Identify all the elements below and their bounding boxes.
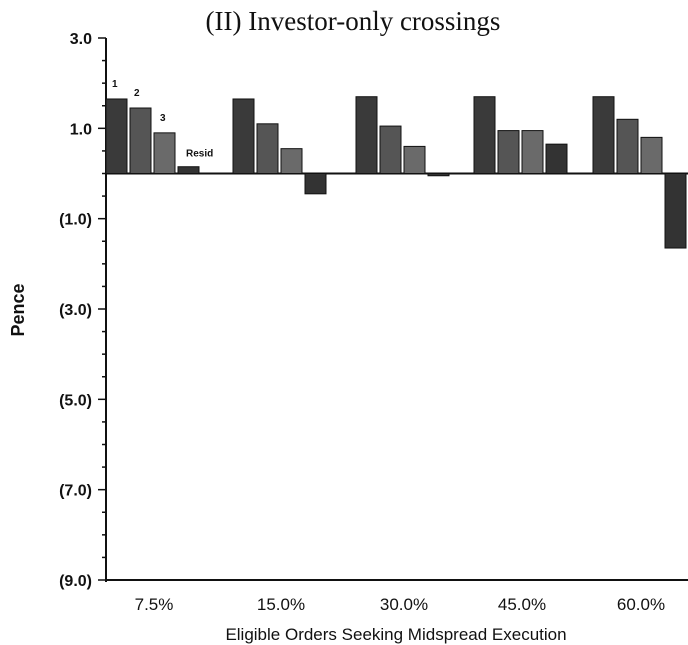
y-tick-label: 3.0	[70, 31, 92, 48]
series-label-2: 2	[134, 88, 140, 99]
y-tick-label: (5.0)	[59, 392, 92, 409]
y-tick-label: (7.0)	[59, 483, 92, 500]
chart-title: (II) Investor-only crossings	[206, 6, 501, 36]
bar-resid-45-0pct	[545, 143, 568, 174]
labels: 3.0 1.0 (1.0) (3.0) (5.0) (7.0) (9.0) 7.5% 15.0%…	[59, 31, 665, 614]
bar-1-30-0pct	[355, 96, 378, 174]
bar-1-7-5pct	[105, 98, 128, 174]
x-tick-label: 30.0%	[380, 595, 428, 614]
bar-2-60-0pct	[616, 118, 639, 175]
y-tick-label: (3.0)	[59, 302, 92, 319]
bar-3-60-0pct	[640, 136, 663, 175]
bar-1-45-0pct	[473, 96, 496, 174]
bar-3-7-5pct	[153, 132, 176, 175]
x-axis-title: Eligible Orders Seeking Midspread Execut…	[225, 625, 566, 644]
bars	[105, 96, 687, 249]
bar-3-30-0pct	[403, 145, 426, 174]
bar-resid-15-0pct	[304, 173, 327, 195]
bar-2-45-0pct	[497, 130, 520, 174]
x-tick-label: 15.0%	[257, 595, 305, 614]
bar-resid-7-5pct	[177, 166, 200, 175]
bar-2-7-5pct	[129, 107, 152, 174]
y-tick-label: (9.0)	[59, 573, 92, 590]
bar-2-15-0pct	[256, 123, 279, 174]
bar-1-60-0pct	[592, 96, 615, 174]
x-tick-label: 7.5%	[135, 595, 174, 614]
bar-1-15-0pct	[232, 98, 255, 174]
x-tick-label: 60.0%	[617, 595, 665, 614]
x-tick-label: 45.0%	[498, 595, 546, 614]
bar-2-30-0pct	[379, 125, 402, 174]
bar-resid-30-0pct	[427, 173, 450, 177]
series-label-3: 3	[160, 113, 166, 124]
series-label-1: 1	[112, 79, 118, 90]
y-tick-label: (1.0)	[59, 212, 92, 229]
y-axis-title: Pence	[8, 283, 28, 336]
bar-3-15-0pct	[280, 148, 303, 175]
bar-resid-60-0pct	[664, 173, 687, 249]
y-tick-label: 1.0	[70, 121, 92, 138]
bar-3-45-0pct	[521, 130, 544, 174]
series-label-resid: Resid	[186, 149, 213, 160]
